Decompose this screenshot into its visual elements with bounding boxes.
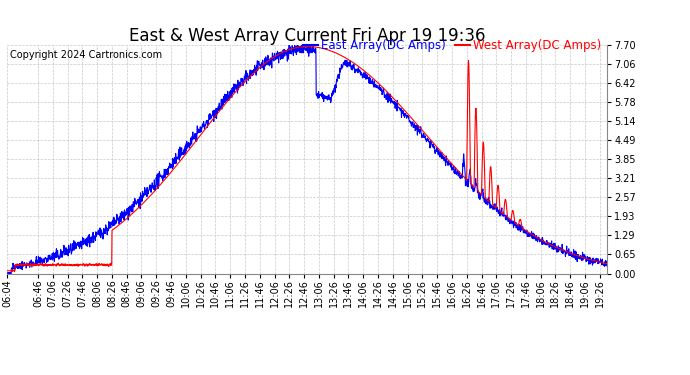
East Array(DC Amps): [586, 259, 594, 263]
West Array(DC Amps): [586, 257, 594, 262]
West Array(DC Amps): [603, 261, 611, 266]
Legend: East Array(DC Amps), West Array(DC Amps): East Array(DC Amps), West Array(DC Amps): [304, 39, 601, 53]
East Array(DC Amps): [290, 43, 299, 47]
East Array(DC Amps): [476, 192, 484, 196]
West Array(DC Amps): [295, 45, 303, 50]
East Array(DC Amps): [279, 48, 287, 52]
West Array(DC Amps): [3, 268, 11, 273]
West Array(DC Amps): [279, 50, 287, 54]
East Array(DC Amps): [586, 262, 595, 266]
Text: Copyright 2024 Cartronics.com: Copyright 2024 Cartronics.com: [10, 50, 162, 60]
East Array(DC Amps): [603, 264, 611, 268]
East Array(DC Amps): [34, 261, 42, 265]
West Array(DC Amps): [34, 262, 42, 267]
West Array(DC Amps): [586, 258, 595, 262]
West Array(DC Amps): [8, 269, 17, 274]
West Array(DC Amps): [476, 191, 484, 196]
Title: East & West Array Current Fri Apr 19 19:36: East & West Array Current Fri Apr 19 19:…: [129, 27, 485, 45]
Line: East Array(DC Amps): East Array(DC Amps): [7, 45, 607, 274]
East Array(DC Amps): [3, 270, 11, 274]
East Array(DC Amps): [295, 50, 304, 54]
West Array(DC Amps): [303, 44, 311, 49]
Line: West Array(DC Amps): West Array(DC Amps): [7, 46, 607, 272]
East Array(DC Amps): [7, 272, 15, 276]
